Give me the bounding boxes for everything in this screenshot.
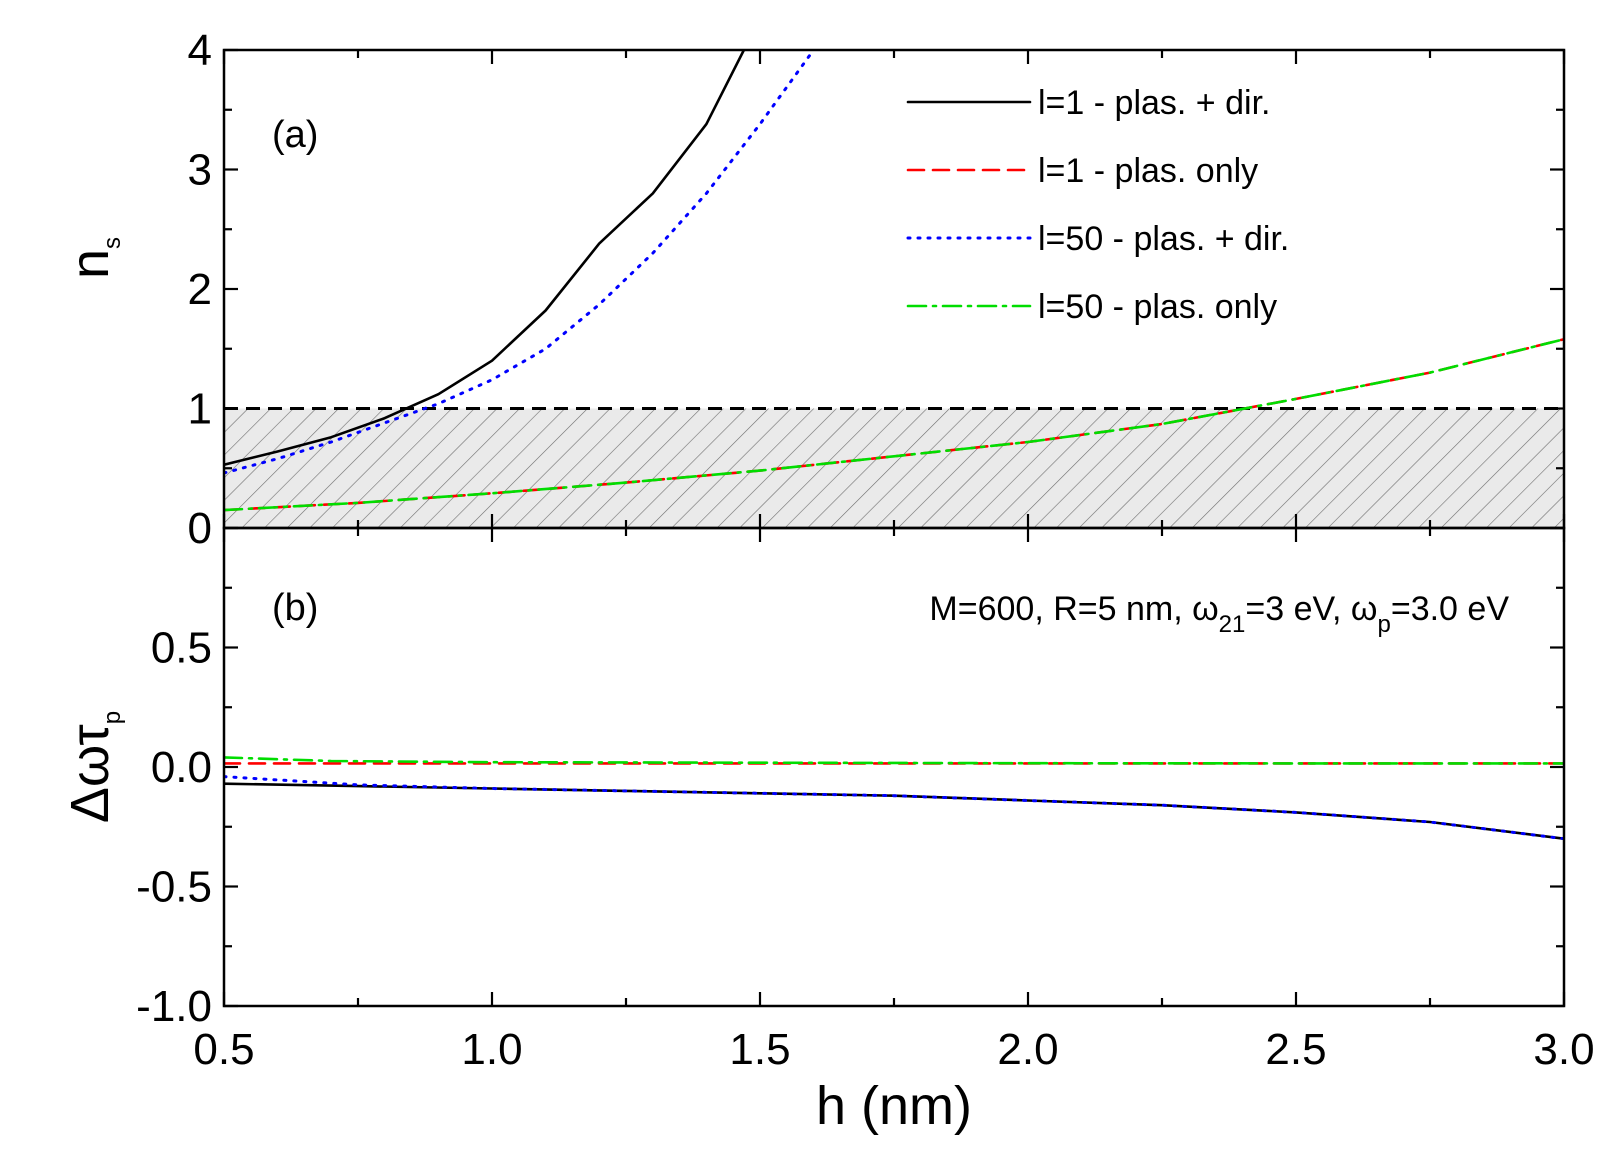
legend-label-l50_plas: l=50 - plas. only (1038, 288, 1277, 326)
y-axis-title-a-main: n (60, 249, 120, 279)
y-axis-title-b: Δωτp (60, 711, 126, 823)
panel-label-a: (a) (272, 114, 318, 156)
y-tick-label-b: -0.5 (136, 863, 212, 912)
series-line-a-l1_full (224, 50, 746, 467)
shaded-region (224, 408, 1564, 528)
plot-frame-b (222, 526, 1566, 1008)
panel-b: -1.0 -0.5 0.0 0.5 (b) M=600, R=5 nm, ω21=3 … (60, 526, 1564, 1031)
series-line-b-l1_full (224, 782, 1564, 841)
x-tick-label: 3.0 (1533, 1025, 1594, 1074)
y-tick-label-b: -1.0 (136, 982, 212, 1031)
y-axis-title-b-sub: p (99, 711, 126, 724)
x-tick-label: 1.5 (729, 1025, 790, 1074)
panel-label-b: (b) (272, 587, 318, 629)
x-tick-label: 2.5 (1265, 1025, 1326, 1074)
y-tick-label-a: 0 (188, 504, 212, 553)
y-tick-label-a: 3 (188, 146, 212, 195)
y-axis-title-a-sub: s (99, 237, 126, 249)
legend-label-l50_full: l=50 - plas. + dir. (1038, 220, 1289, 258)
panel-a: 0 1 2 3 4 (a) ns (60, 26, 1564, 553)
x-tick-label: 2.0 (997, 1025, 1058, 1074)
x-axis-title: h (nm) (816, 1076, 972, 1136)
series-line-b-l50_full (224, 775, 1564, 841)
parameter-annotation: M=600, R=5 nm, ω21=3 eV, ωp=3.0 eV (929, 590, 1509, 638)
y-axis-title-b-main: Δωτ (60, 724, 120, 823)
y-axis-title-a: ns (60, 237, 126, 279)
y-tick-label-b: 0.5 (151, 624, 212, 673)
legend-label-l1_full: l=1 - plas. + dir. (1038, 84, 1270, 122)
legend-label-l1_plas: l=1 - plas. only (1038, 152, 1258, 190)
series-line-b-l50_plas (224, 756, 1564, 765)
y-tick-label-a: 1 (188, 385, 212, 434)
legend: l=1 - plas. + dir. l=1 - plas. only l=50 -… (906, 84, 1289, 326)
series-line-a-l50_plas (224, 337, 1564, 512)
svg-text:ns: ns (60, 237, 126, 279)
svg-text:Δωτp: Δωτp (60, 711, 126, 823)
x-tick-label: 0.5 (193, 1025, 254, 1074)
y-tick-label-a: 4 (188, 26, 212, 75)
series-line-a-l50_full (224, 50, 816, 475)
x-tick-label: 1.0 (461, 1025, 522, 1074)
y-tick-label-a: 2 (188, 265, 212, 314)
y-tick-label-b: 0.0 (151, 743, 212, 792)
